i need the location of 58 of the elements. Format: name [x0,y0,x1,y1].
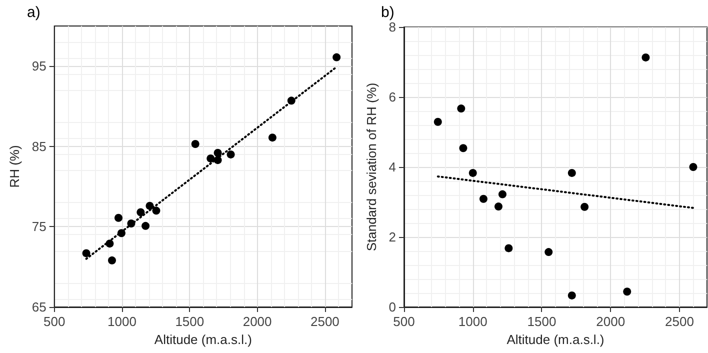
point [146,202,154,210]
y-tick-label: 75 [32,219,46,234]
point [114,214,122,222]
point [580,202,589,211]
point [152,206,160,215]
point [332,53,341,62]
point [457,104,466,113]
point [623,288,632,296]
point [108,256,116,264]
y-tick-label: 65 [32,300,46,314]
x-tick-label: 1000 [458,314,488,329]
chart-title: b) [381,4,394,21]
point [136,208,145,216]
x-tick-label: 500 [393,314,415,329]
point [689,163,698,171]
point [568,168,576,177]
point [479,194,488,203]
point [191,140,200,148]
point [494,202,502,211]
x-tick-label: 2000 [242,314,272,329]
y-tick-label: 85 [32,138,46,154]
point [214,156,222,164]
x-tick-label: 1000 [108,314,136,329]
x-tick-label: 500 [44,314,66,329]
y-axis-title: Standard seviation of RH (%) [364,82,379,252]
point [287,96,296,105]
point [544,248,553,256]
point [459,144,468,152]
point [434,118,442,126]
y-tick-label: 95 [32,58,46,74]
point [117,229,126,238]
point [504,244,513,252]
y-tick-label: 2 [388,230,396,244]
point [568,291,576,300]
chart-title: a) [27,4,40,21]
point [206,154,215,162]
x-tick-label: 2500 [664,314,694,329]
point [226,150,235,158]
x-tick-label: 1500 [527,314,556,329]
x-tick-label: 2500 [310,314,340,329]
y-tick-label: 0 [388,300,396,314]
point [268,134,276,142]
x-tick-label: 2000 [596,314,626,329]
point [642,53,650,62]
point [468,168,477,177]
point [498,190,506,198]
point [142,222,150,230]
y-tick-label: 4 [388,160,396,174]
x-axis-title: Altitude (m.a.s.l.) [506,332,604,347]
y-axis-title: RH (%) [7,145,22,188]
x-tick-label: 1500 [175,314,204,329]
x-axis-title: Altitude (m.a.s.l.) [154,332,252,347]
point [127,220,136,228]
point [214,148,222,157]
y-tick-label: 6 [388,90,396,104]
point [106,240,114,248]
point [82,249,90,258]
y-tick-label: 8 [388,20,396,34]
